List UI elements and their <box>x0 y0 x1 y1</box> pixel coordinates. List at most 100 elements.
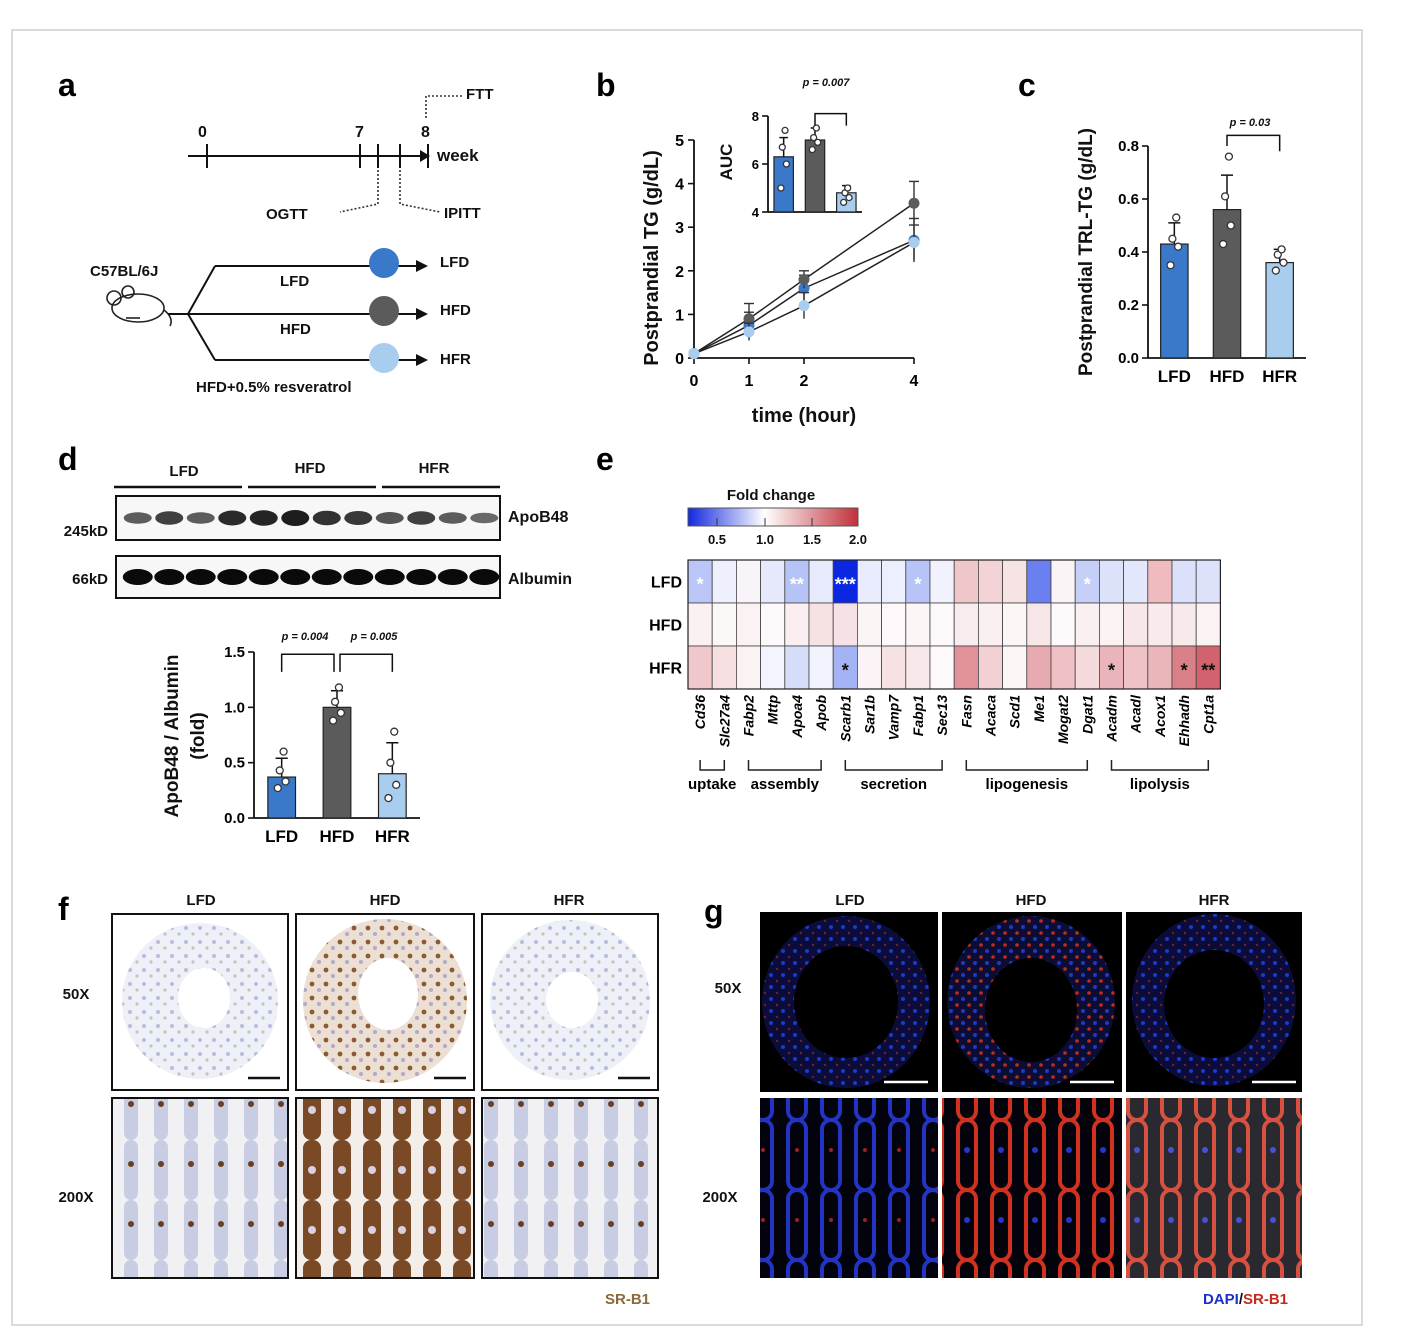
gene-label: Me1 <box>1031 695 1047 722</box>
significance-star: * <box>1108 661 1115 681</box>
albumin-band <box>406 569 437 585</box>
albumin-band <box>185 569 216 585</box>
heatmap-cell <box>1099 559 1125 604</box>
series-point-hfd <box>798 274 810 286</box>
heatmap-cell <box>760 602 786 647</box>
chart-d-p-value-2: p = 0.005 <box>350 631 399 643</box>
y-tick-label: 4 <box>752 205 760 220</box>
heatmap-gene-groups: uptake assembly secretion lipogenesis lipoly… <box>688 760 1210 793</box>
data-point <box>384 793 393 803</box>
heatmap-cell <box>1099 602 1125 647</box>
panel-letter-d: d <box>58 441 78 477</box>
data-point <box>844 184 852 192</box>
week-tick-0: 0 <box>198 124 207 141</box>
gene-label: Acadm <box>1104 695 1120 743</box>
series-line-lfd <box>693 239 915 355</box>
chart-d-p-value-1: p = 0.004 <box>281 631 329 643</box>
x-tick-label: HFD <box>1210 367 1245 386</box>
heatmap-cell <box>1171 645 1197 690</box>
y-tick-label: 0.5 <box>224 755 245 772</box>
series-point-hfr <box>743 326 755 338</box>
chart-trl-tg: 0.0 0.2 0.4 0.6 0.8 LFD HFD HFR <box>1118 134 1306 386</box>
week-label: week <box>436 146 479 165</box>
series-line-hfr <box>693 241 915 355</box>
data-point <box>281 777 290 786</box>
data-point <box>809 133 818 142</box>
significance-bracket <box>814 112 848 126</box>
week-tick-7: 7 <box>355 124 364 141</box>
data-point <box>273 783 282 793</box>
albumin-band <box>217 569 248 585</box>
y-tick-label: 1.5 <box>224 644 245 661</box>
gene-label: Fasn <box>958 695 974 728</box>
gene-label: Acadl <box>1128 694 1144 734</box>
if-col-hfd: HFD <box>1016 892 1047 909</box>
stain-dapi: DAPI <box>1203 1291 1239 1308</box>
heatmap-cell <box>905 602 931 647</box>
data-point <box>390 727 399 736</box>
stain-separator: / <box>1239 1291 1244 1308</box>
legend-tick-2-0: 2.0 <box>849 532 867 547</box>
gene-group-bracket <box>965 760 1089 771</box>
heatmap-cell <box>881 602 907 647</box>
heatmap-cell <box>1026 559 1052 604</box>
chart-b-ylabel: Postprandial TG (g/dL) <box>641 150 663 366</box>
ihc-hfr-200x <box>481 1097 659 1279</box>
gene-label: Acaca <box>983 695 999 737</box>
heatmap-cell <box>832 602 858 647</box>
ihc-row-50x: 50X <box>63 986 90 1003</box>
gene-label: Apob <box>813 695 829 732</box>
bar-hfr <box>1265 262 1294 359</box>
series-point-hfr <box>798 300 810 312</box>
data-point <box>808 145 816 154</box>
y-tick-label: 4 <box>675 177 684 194</box>
data-point <box>1277 245 1286 254</box>
data-point <box>275 766 284 775</box>
heatmap-cell <box>808 602 834 647</box>
data-point <box>777 184 785 192</box>
heatmap-cell <box>857 559 883 604</box>
heatmap-cell <box>1171 559 1197 604</box>
group-label-lfd: LFD <box>440 254 469 271</box>
ihc-hfd-200x <box>295 1097 475 1279</box>
band-label-albumin: Albumin <box>508 571 572 588</box>
gene-group-bracket <box>699 760 726 771</box>
gene-group-label: secretion <box>860 776 927 793</box>
chart-c-p-value: p = 0.03 <box>1229 117 1271 129</box>
significance-star: * <box>697 575 704 595</box>
y-tick-label: 1 <box>675 307 684 324</box>
data-point <box>334 683 344 692</box>
chart-d-ylabel-2: (fold) <box>188 712 209 759</box>
x-tick-label: 0 <box>690 373 699 390</box>
mw-66kd: 66kD <box>72 571 108 588</box>
heatmap-cell <box>687 645 713 690</box>
series-point-hfd <box>743 313 755 325</box>
albumin-band <box>437 569 468 585</box>
gene-label: Apoa4 <box>789 695 805 739</box>
gene-label: Slc27a4 <box>716 695 732 747</box>
ihc-col-lfd: LFD <box>186 892 215 909</box>
gene-label: Ehhadh <box>1176 695 1192 746</box>
data-point <box>336 708 346 718</box>
significance-star: *** <box>835 575 856 595</box>
y-tick-label: 2 <box>675 264 684 281</box>
heatmap-cell <box>1123 645 1149 690</box>
legend-tick-0-5: 0.5 <box>708 532 726 547</box>
heatmap-cell <box>1147 559 1173 604</box>
event-ogtt: OGTT <box>266 206 308 223</box>
significance-star: * <box>842 661 849 681</box>
inset-ylabel: AUC <box>717 144 736 181</box>
y-tick-label: 0.0 <box>224 810 245 827</box>
arm-label-lfd: LFD <box>280 273 309 290</box>
heatmap-cell <box>953 645 979 690</box>
y-tick-label: 8 <box>752 109 759 124</box>
gene-label: Mttp <box>765 695 781 725</box>
apob48-band <box>312 510 341 526</box>
gene-group-label: assembly <box>751 776 820 793</box>
gene-group-bracket <box>747 760 822 771</box>
series-line-hfd <box>693 202 915 355</box>
gene-label: Cpt1a <box>1200 695 1216 734</box>
data-point <box>1271 266 1280 275</box>
heatmap-cell <box>736 602 762 647</box>
group-dot-hfr <box>369 343 399 373</box>
